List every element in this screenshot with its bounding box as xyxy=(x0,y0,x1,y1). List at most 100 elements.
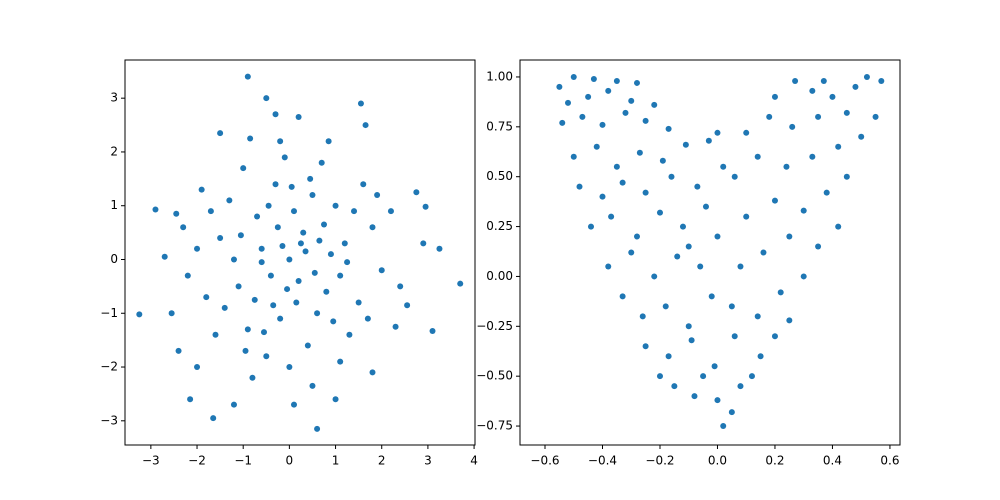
point xyxy=(642,189,649,196)
point xyxy=(691,393,698,400)
point xyxy=(436,245,443,252)
point xyxy=(565,99,572,106)
y-tick-label: 0.50 xyxy=(486,169,513,183)
point xyxy=(168,310,175,317)
point xyxy=(194,364,201,371)
point xyxy=(639,313,646,320)
point xyxy=(651,101,658,108)
point xyxy=(665,125,672,132)
point xyxy=(702,203,709,210)
point xyxy=(708,293,715,300)
point xyxy=(863,73,870,80)
point xyxy=(420,240,427,247)
point xyxy=(743,213,750,220)
y-tick-label: −3 xyxy=(100,413,118,427)
x-tick-label: 2 xyxy=(378,454,386,468)
point xyxy=(244,326,251,333)
point xyxy=(783,163,790,170)
x-tick-label: −3 xyxy=(142,454,160,468)
x-tick-label: 4 xyxy=(470,454,478,468)
point xyxy=(593,143,600,150)
x-tick-label: −0.2 xyxy=(645,454,674,468)
point xyxy=(321,221,328,228)
point xyxy=(737,383,744,390)
point xyxy=(173,210,180,217)
point xyxy=(685,243,692,250)
y-tick-label: 0.75 xyxy=(486,119,513,133)
point xyxy=(559,119,566,126)
point xyxy=(274,224,281,231)
point xyxy=(316,237,323,244)
x-tick-label: −0.4 xyxy=(588,454,617,468)
point xyxy=(242,347,249,354)
point xyxy=(835,223,842,230)
point xyxy=(809,153,816,160)
point xyxy=(413,189,420,196)
point xyxy=(265,202,272,209)
point xyxy=(290,401,297,408)
point xyxy=(397,283,404,290)
point xyxy=(786,233,793,240)
point xyxy=(809,87,816,94)
point xyxy=(355,299,362,306)
point xyxy=(332,396,339,403)
point xyxy=(700,373,707,380)
point xyxy=(771,197,778,204)
point xyxy=(136,311,143,318)
point xyxy=(815,243,822,250)
point xyxy=(260,329,267,336)
point xyxy=(705,137,712,144)
point xyxy=(210,415,217,422)
point xyxy=(304,342,311,349)
point xyxy=(258,245,265,252)
point xyxy=(590,75,597,82)
point xyxy=(668,173,675,180)
point xyxy=(267,272,274,279)
point xyxy=(344,259,351,266)
point xyxy=(272,181,279,188)
axes-frame xyxy=(519,59,901,446)
point xyxy=(284,286,291,293)
y-tick-label: −0.25 xyxy=(476,319,513,333)
point xyxy=(760,249,767,256)
point xyxy=(152,206,159,213)
point xyxy=(429,328,436,335)
y-tick-label: −2 xyxy=(100,360,118,374)
point xyxy=(800,273,807,280)
point xyxy=(608,213,615,220)
point xyxy=(311,269,318,276)
point xyxy=(277,138,284,145)
point xyxy=(378,267,385,274)
point xyxy=(187,396,194,403)
point xyxy=(792,77,799,84)
point xyxy=(757,353,764,360)
point xyxy=(263,95,270,102)
point xyxy=(823,189,830,196)
point xyxy=(633,79,640,86)
point xyxy=(714,129,721,136)
point xyxy=(374,191,381,198)
point xyxy=(277,315,284,322)
point xyxy=(605,263,612,270)
point xyxy=(731,173,738,180)
point xyxy=(771,333,778,340)
point xyxy=(728,409,735,416)
point xyxy=(835,143,842,150)
point xyxy=(556,83,563,90)
point xyxy=(198,186,205,193)
point xyxy=(290,208,297,215)
point xyxy=(771,93,778,100)
point xyxy=(351,208,358,215)
point xyxy=(341,240,348,247)
point xyxy=(820,77,827,84)
point xyxy=(422,203,429,210)
point xyxy=(570,153,577,160)
point xyxy=(212,331,219,338)
point xyxy=(858,133,865,140)
point xyxy=(619,179,626,186)
point xyxy=(357,100,364,107)
point xyxy=(360,181,367,188)
point xyxy=(392,323,399,330)
point xyxy=(325,138,332,145)
point xyxy=(656,373,663,380)
